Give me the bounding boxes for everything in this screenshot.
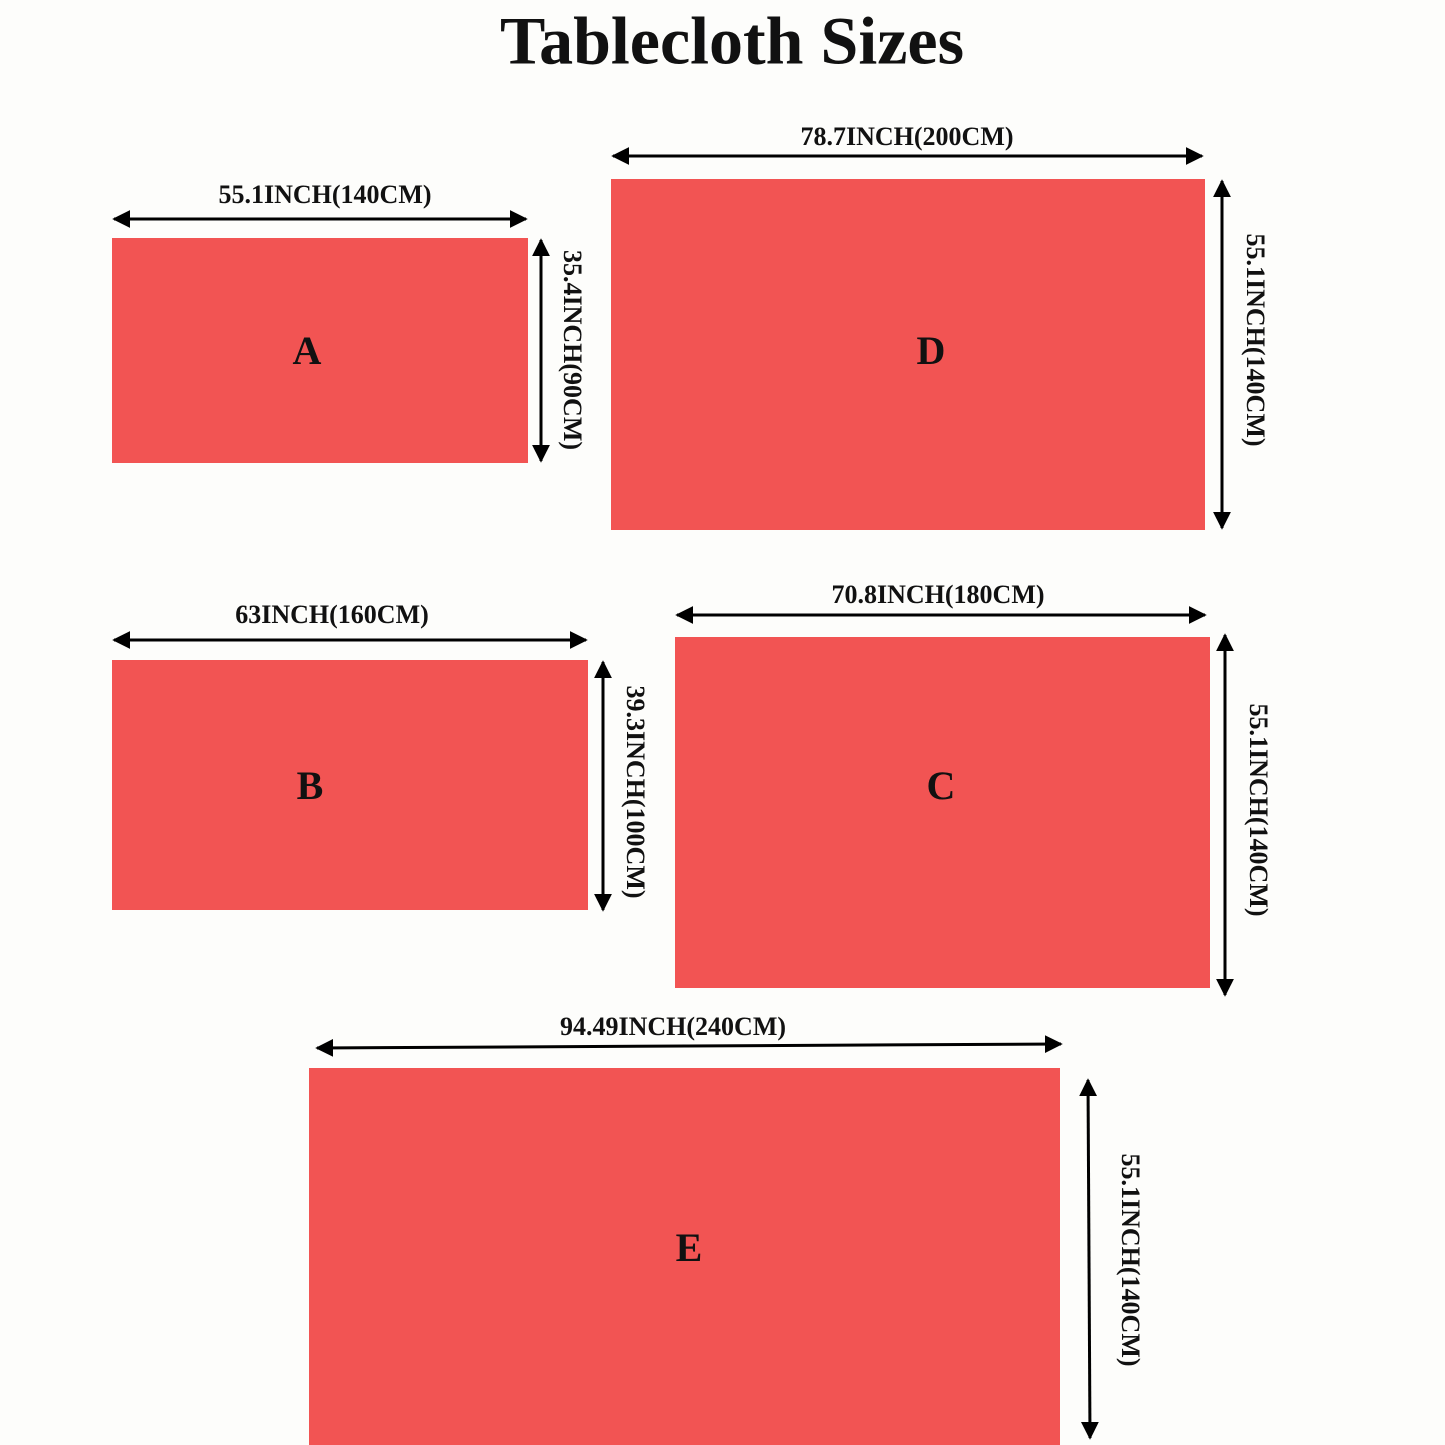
tablecloth-e: 94.49INCH(240CM) 55.1INCH(140CM) E <box>309 1012 1145 1445</box>
size-letter: A <box>293 328 322 373</box>
height-label: 55.1INCH(140CM) <box>1116 1153 1145 1366</box>
height-label: 39.3INCH(100CM) <box>621 685 650 898</box>
width-arrow <box>315 1035 1063 1057</box>
cloth <box>112 238 528 463</box>
height-label: 55.1INCH(140CM) <box>1244 703 1273 916</box>
title: Tablecloth Sizes <box>500 3 964 79</box>
width-label: 70.8INCH(180CM) <box>831 580 1044 609</box>
height-label: 55.1INCH(140CM) <box>1241 233 1270 446</box>
cloth <box>309 1068 1060 1445</box>
cloth <box>611 179 1205 530</box>
width-label: 94.49INCH(240CM) <box>560 1012 786 1041</box>
size-letter: C <box>927 763 956 808</box>
cloth <box>112 660 588 910</box>
tablecloth-b: 63INCH(160CM) 39.3INCH(100CM) B <box>112 600 650 912</box>
tablecloth-a: 55.1INCH(140CM) 35.4INCH(90CM) A <box>112 180 587 463</box>
width-label: 55.1INCH(140CM) <box>218 180 431 209</box>
height-arrow <box>1079 1078 1099 1440</box>
width-label: 78.7INCH(200CM) <box>800 122 1013 151</box>
tablecloth-c: 70.8INCH(180CM) 55.1INCH(140CM) C <box>675 580 1273 997</box>
size-letter: E <box>676 1225 703 1270</box>
height-label: 35.4INCH(90CM) <box>558 250 587 450</box>
size-letter: D <box>917 328 946 373</box>
size-letter: B <box>297 763 324 808</box>
width-label: 63INCH(160CM) <box>235 600 429 629</box>
tablecloth-d: 78.7INCH(200CM) 55.1INCH(140CM) D <box>611 122 1270 530</box>
cloth <box>675 637 1210 988</box>
